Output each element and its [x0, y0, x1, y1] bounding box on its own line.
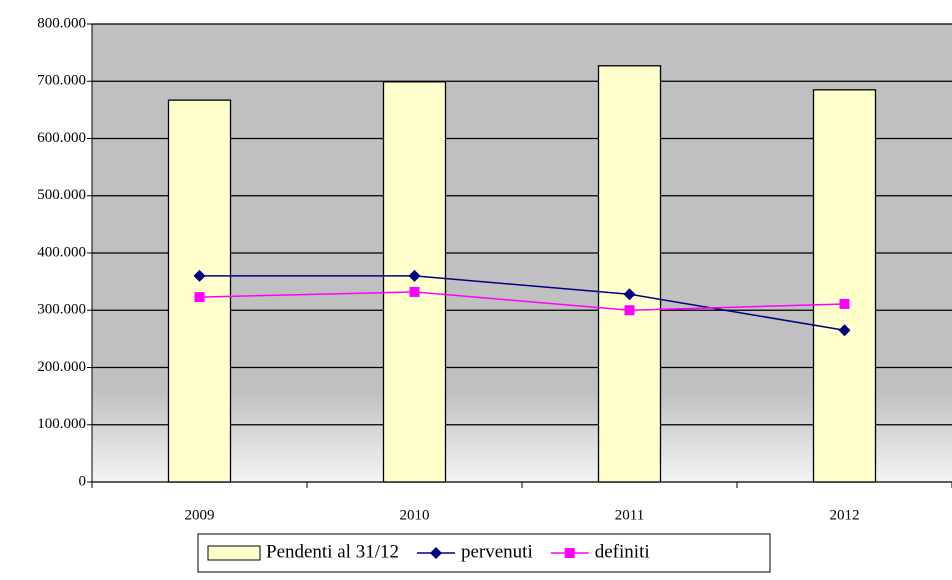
bar	[812, 89, 877, 483]
legend-marker	[429, 547, 442, 559]
point	[193, 269, 206, 282]
legend: Pendenti al 31/12 pervenuti definiti	[197, 533, 771, 573]
y-tick-label: 200.000	[37, 359, 86, 375]
legend-label: pervenuti	[461, 541, 533, 562]
point	[194, 292, 205, 303]
x-tick-label: 2012	[830, 507, 860, 523]
legend-swatch	[207, 545, 261, 561]
bar	[382, 81, 447, 483]
x-tick-label: 2011	[615, 507, 644, 523]
y-tick-label: 0	[79, 473, 87, 489]
point	[838, 324, 851, 337]
point	[409, 286, 420, 297]
line	[199, 291, 845, 312]
y-tick-label: 500.000	[37, 187, 86, 203]
legend-label: Pendenti al 31/12	[266, 541, 399, 562]
y-tick-label: 600.000	[37, 130, 86, 146]
point	[623, 288, 636, 301]
legend-marker	[564, 548, 575, 558]
bar	[167, 99, 232, 483]
x-tick-label: 2010	[400, 507, 430, 523]
legend-label: definiti	[595, 541, 650, 562]
y-tick-label: 300.000	[37, 302, 86, 318]
legend-box	[197, 533, 771, 573]
bar	[597, 65, 662, 483]
y-tick-label: 700.000	[37, 73, 86, 89]
y-tick-label: 100.000	[37, 416, 86, 432]
y-tick-label: 400.000	[37, 244, 86, 260]
line	[199, 275, 845, 332]
point	[624, 305, 635, 316]
x-tick-label: 2009	[185, 507, 215, 523]
y-tick-label: 800.000	[37, 15, 86, 31]
point	[408, 269, 421, 282]
point	[839, 298, 850, 309]
